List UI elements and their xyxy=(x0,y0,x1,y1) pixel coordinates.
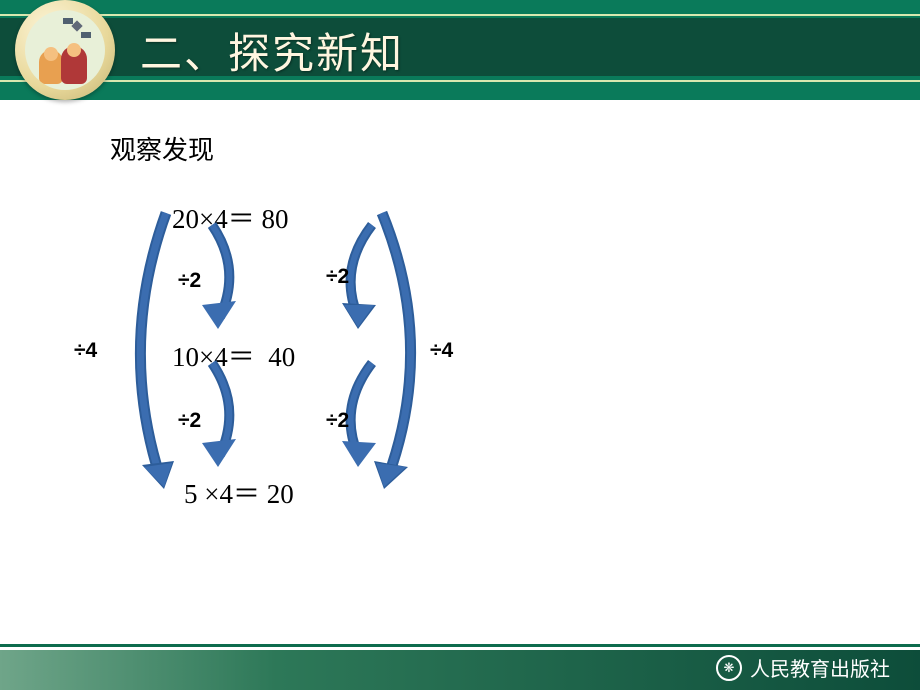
math-diagram: 20×4＝ 80 10×4＝ 40 5 ×4＝ 20 xyxy=(70,197,570,537)
eq1-lhs: 20×4＝ xyxy=(172,204,255,234)
eq2-lhs: 10×4＝ xyxy=(172,342,255,372)
logo-scene xyxy=(25,10,105,90)
inner-arrow-left-bot xyxy=(198,357,248,477)
publisher-logo-icon: ❋ xyxy=(716,655,742,681)
eq3-lhs: 5 ×4＝ xyxy=(184,479,260,509)
op-inner-left-top: ÷2 xyxy=(178,269,201,293)
subtitle: 观察发现 xyxy=(110,130,860,167)
op-outer-left: ÷4 xyxy=(74,339,97,363)
slide-title: 二、探究新知 xyxy=(140,20,404,81)
header-rule-top xyxy=(0,14,920,16)
children-icon xyxy=(37,38,93,84)
equation-1: 20×4＝ 80 xyxy=(172,197,288,236)
equation-3: 5 ×4＝ 20 xyxy=(184,472,294,511)
header-band xyxy=(0,18,920,76)
eq1-result: 80 xyxy=(261,204,288,235)
equation-2: 10×4＝ 40 xyxy=(172,335,295,374)
slide-header: 二、探究新知 xyxy=(0,0,920,100)
publisher-name: 人民教育出版社 xyxy=(750,653,890,682)
publisher: ❋ 人民教育出版社 xyxy=(716,653,890,682)
inner-arrow-left-top xyxy=(198,219,248,339)
eq3-result: 20 xyxy=(267,479,294,510)
op-inner-left-bot: ÷2 xyxy=(178,409,201,433)
eq2-result: 40 xyxy=(268,342,295,373)
logo-badge xyxy=(15,0,115,100)
header-rule-bottom xyxy=(0,80,920,82)
footer-rule xyxy=(0,644,920,647)
op-outer-right: ÷4 xyxy=(430,339,453,363)
slide-content: 观察发现 20×4＝ 80 10×4＝ 40 5 ×4＝ 20 xyxy=(0,100,920,567)
op-inner-right-top: ÷2 xyxy=(326,265,349,289)
op-inner-right-bot: ÷2 xyxy=(326,409,349,433)
slide-footer: ❋ 人民教育出版社 xyxy=(0,644,920,690)
